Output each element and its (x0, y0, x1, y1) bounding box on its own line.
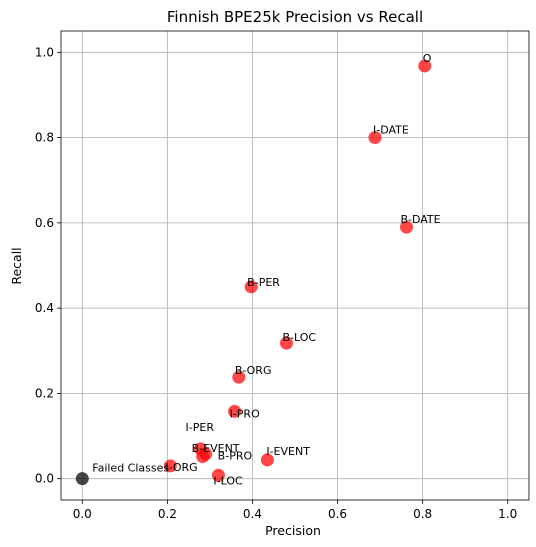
point-label: O (423, 52, 432, 65)
data-point (75, 472, 89, 486)
y-tick-label: 0.0 (35, 472, 54, 486)
point-label: B-LOC (282, 331, 316, 344)
chart-title: Finnish BPE25k Precision vs Recall (167, 8, 423, 26)
data-point (163, 459, 177, 473)
x-tick-label: 0.8 (413, 507, 432, 521)
x-axis-label: Precision (265, 523, 321, 538)
x-tick-label: 0.2 (158, 507, 177, 521)
point-layer (75, 59, 432, 486)
y-tick-label: 0.4 (35, 301, 54, 315)
y-tick-label: 0.2 (35, 386, 54, 400)
x-tick-label: 0.4 (243, 507, 262, 521)
plot-frame (60, 30, 530, 501)
point-label: Failed Classes (92, 462, 169, 475)
x-tick-label: 1.0 (498, 507, 517, 521)
point-label: I-DATE (373, 124, 409, 137)
point-label: B-PRO (218, 450, 253, 463)
data-point (260, 453, 274, 467)
point-label: B-ORG (235, 364, 272, 377)
y-tick-label: 1.0 (35, 45, 54, 59)
y-axis-label: Recall (9, 247, 24, 284)
data-point (211, 468, 225, 482)
point-label-layer: O I-DATE B-DATE B-PER B-LOC B-ORG I-PRO I-PER B-… (92, 52, 440, 487)
point-label: I-PRO (230, 407, 260, 420)
data-point (279, 336, 293, 350)
point-label: B-DATE (400, 213, 440, 226)
point-label: I-PER (186, 421, 215, 434)
data-point (368, 131, 382, 145)
y-tick-label: 0.8 (35, 131, 54, 145)
data-point (244, 280, 258, 294)
point-label: I-ORG (165, 461, 197, 474)
tick-layer: 0.0 0.2 0.4 0.6 0.8 1.0 0.0 0.2 0.4 0.6 0.8 1.0 (35, 45, 517, 521)
point-label: B-PER (247, 276, 280, 289)
y-tick-label: 0.6 (35, 216, 54, 230)
grid-layer (61, 31, 529, 500)
data-point (232, 370, 246, 384)
data-point (228, 404, 242, 418)
data-point (196, 450, 210, 464)
point-label: I-EVENT (266, 445, 310, 458)
x-tick-label: 0.0 (73, 507, 92, 521)
point-label: I-LOC (213, 474, 243, 487)
x-tick-label: 0.6 (328, 507, 347, 521)
point-label: B-EVENT (192, 442, 240, 455)
data-point (418, 59, 432, 73)
data-point (399, 220, 413, 234)
